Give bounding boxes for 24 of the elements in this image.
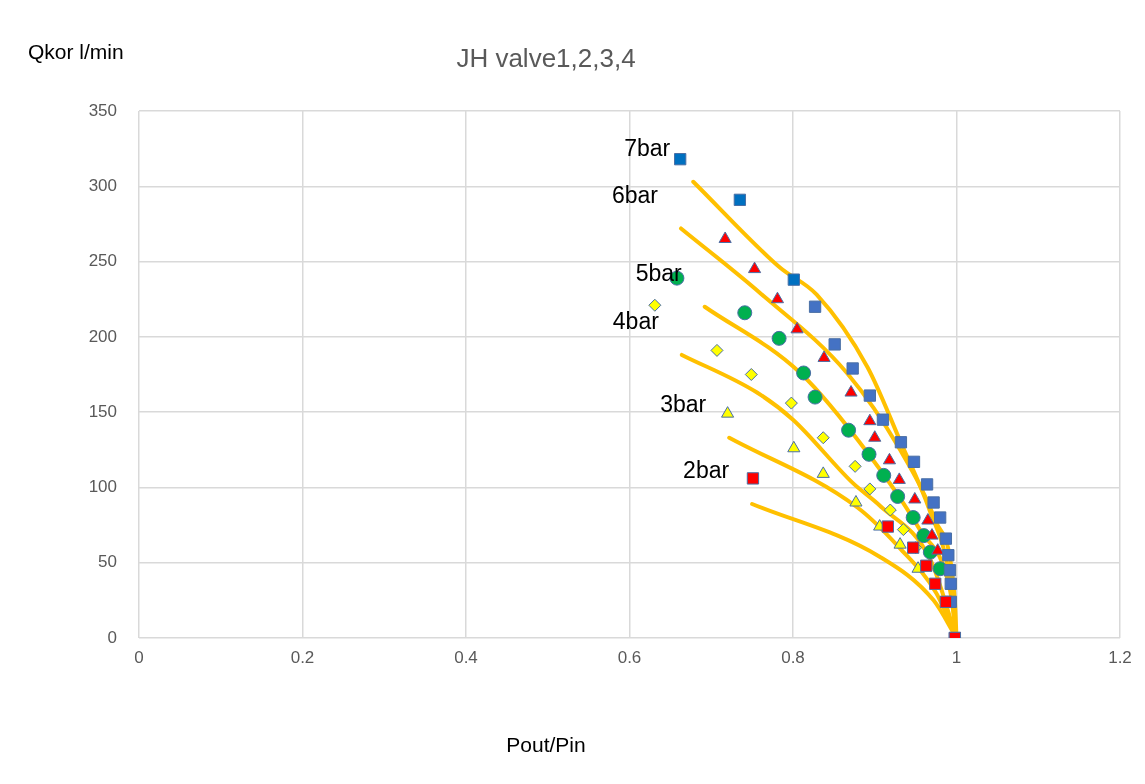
y-tick-label: 250 <box>88 251 117 271</box>
y-tick-label: 0 <box>107 627 117 647</box>
x-tick-label: 1.2 <box>1108 647 1132 667</box>
y-tick-label: 350 <box>88 100 117 120</box>
y-tick-label: 150 <box>88 401 117 421</box>
annotation: 5bar <box>635 260 683 287</box>
x-tick-label: 0 <box>134 647 144 667</box>
annotation: 6bar <box>611 181 659 208</box>
x-tick-label: 1 <box>951 647 962 667</box>
y-tick-label: 200 <box>88 326 117 346</box>
y-tick-label: 100 <box>88 477 117 497</box>
annotation: 2bar <box>683 457 730 484</box>
x-tick-label: 0.8 <box>781 647 805 667</box>
x-tick-label: 0.4 <box>454 647 478 667</box>
annotation: 3bar <box>660 391 707 418</box>
annotation: 7bar <box>624 135 671 162</box>
x-tick-label: 0.2 <box>290 647 315 667</box>
x-axis-title: Pout/Pin <box>506 732 586 756</box>
y-tick-label: 300 <box>88 175 117 195</box>
annotation: 4bar <box>612 308 660 335</box>
chart-title: JH valve1,2,3,4 <box>456 43 636 74</box>
y-tick-label: 50 <box>98 552 117 572</box>
y-axis-title: Qkor l/min <box>28 39 124 63</box>
x-tick-label: 0.6 <box>617 647 642 667</box>
